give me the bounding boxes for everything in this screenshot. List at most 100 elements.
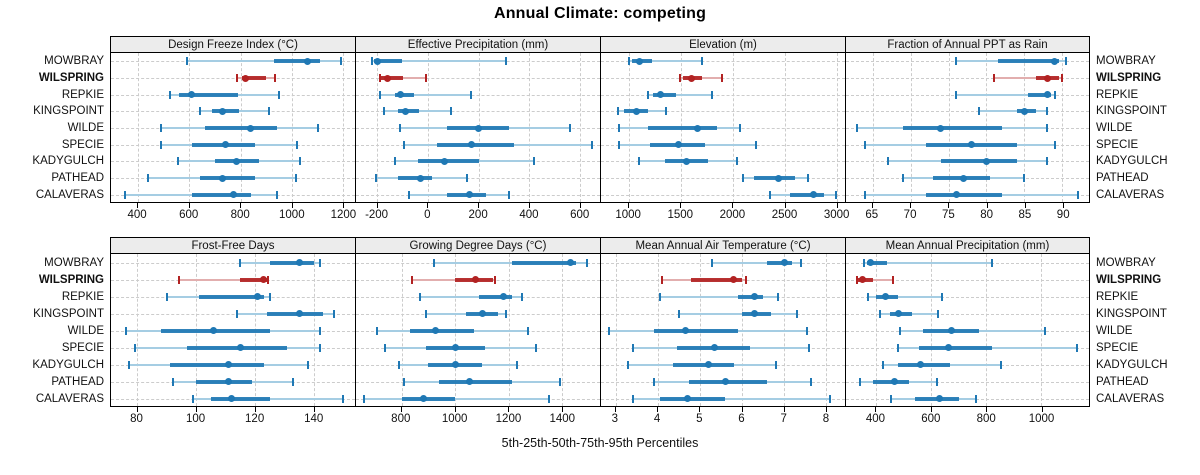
iqr-bar-25th-75th: [204, 126, 277, 130]
median-dot: [373, 57, 381, 65]
whisker-cap: [745, 275, 748, 284]
whisker-5th-95th: [380, 93, 472, 96]
median-dot: [960, 174, 968, 182]
whisker-cap: [711, 90, 714, 99]
whisker-cap: [993, 74, 996, 82]
iqr-bar-25th-75th: [417, 159, 479, 164]
whisker-cap: [863, 140, 866, 149]
median-dot: [228, 395, 236, 402]
median-dot: [247, 124, 255, 132]
iqr-bar-25th-75th: [753, 176, 796, 180]
whisker-cap: [834, 190, 837, 199]
panel-strip: Fraction of Annual PPT as Rain: [845, 36, 1090, 53]
whisker-cap: [384, 343, 387, 352]
iqr-bar-25th-75th: [240, 277, 267, 282]
site-label-right: MOWBRAY: [1096, 256, 1156, 269]
x-axis-tick: [1024, 203, 1026, 208]
median-dot: [254, 293, 262, 300]
x-axis-tick-label: 2000: [719, 209, 746, 221]
gridline-horizontal: [111, 262, 355, 264]
x-axis-tick-label: 1000: [279, 209, 305, 221]
whisker-cap: [133, 343, 136, 352]
whisker-cap: [774, 360, 777, 369]
whisker-cap: [424, 309, 427, 318]
whisker-cap: [646, 90, 649, 99]
whisker-cap: [1046, 157, 1049, 166]
whisker-cap: [268, 292, 271, 301]
iqr-bar-25th-75th: [266, 311, 323, 316]
x-axis-tick: [784, 203, 786, 208]
whisker-5th-95th: [994, 77, 1063, 79]
whisker-cap: [470, 90, 473, 99]
iqr-bar-25th-75th: [409, 328, 474, 333]
whisker-cap: [616, 107, 619, 116]
site-label-right: WILDE: [1096, 324, 1133, 337]
site-label-left: PATHEAD: [51, 375, 104, 388]
x-axis-tick-label: 140: [304, 413, 324, 425]
whisker-cap: [432, 258, 435, 267]
gridline-horizontal: [356, 94, 600, 96]
x-axis-tick-label: 8: [822, 413, 830, 425]
whisker-cap: [829, 394, 832, 403]
x-axis-tick-label: 80: [980, 209, 994, 221]
iqr-bar-25th-75th: [479, 294, 512, 299]
iqr-bar-25th-75th: [767, 260, 793, 265]
x-axis-tick-label: 70: [903, 209, 917, 221]
whisker-cap: [1000, 360, 1003, 369]
x-axis-tick: [240, 203, 242, 208]
panel-body: [600, 254, 846, 407]
gridline-vertical: [1062, 53, 1064, 202]
median-dot: [431, 327, 439, 334]
whisker-5th-95th: [712, 261, 801, 264]
whisker-cap: [941, 292, 944, 301]
gridline-horizontal: [601, 178, 845, 179]
whisker-cap: [292, 377, 295, 386]
median-dot: [466, 378, 474, 385]
whisker-cap: [890, 394, 893, 403]
x-axis-tick: [313, 407, 315, 412]
whisker-cap: [339, 57, 342, 66]
iqr-bar-25th-75th: [902, 126, 1002, 130]
iqr-bar-25th-75th: [199, 176, 255, 180]
whisker-cap: [379, 74, 382, 82]
gridline-vertical: [784, 53, 786, 202]
gridline-horizontal: [601, 194, 845, 196]
whisker-cap: [375, 174, 378, 182]
panel-title: Mean Annual Air Temperature (°C): [635, 239, 811, 252]
whisker-cap: [935, 377, 938, 386]
iqr-bar-25th-75th: [395, 92, 415, 97]
whisker-5th-95th: [867, 295, 943, 298]
site-label-right: KADYGULCH: [1096, 155, 1168, 168]
median-dot: [858, 276, 866, 283]
whisker-cap: [507, 190, 510, 199]
median-dot: [475, 124, 483, 132]
median-dot: [704, 361, 712, 368]
median-dot: [471, 276, 479, 283]
whisker-cap: [558, 377, 561, 386]
x-axis-tick: [427, 203, 429, 208]
iqr-bar-25th-75th: [511, 260, 576, 265]
iqr-bar-25th-75th: [269, 260, 314, 265]
median-dot: [219, 107, 227, 115]
whisker-cap: [1053, 140, 1056, 149]
x-axis-tick: [195, 407, 197, 412]
site-label-left: KINGSPOINT: [33, 105, 104, 118]
median-dot: [466, 191, 474, 199]
iqr-bar-25th-75th: [898, 362, 951, 367]
median-dot: [694, 124, 702, 132]
whisker-cap: [628, 57, 631, 66]
median-dot: [948, 327, 956, 334]
x-axis-tick: [343, 203, 345, 208]
panel-body: [355, 254, 601, 407]
whisker-5th-95th: [433, 261, 587, 264]
whisker-cap: [891, 275, 894, 284]
iqr-bar-25th-75th: [672, 362, 734, 367]
x-axis-tick: [930, 407, 932, 412]
whisker-5th-95th: [372, 60, 507, 63]
median-dot: [567, 259, 574, 266]
whisker-5th-95th: [632, 397, 831, 400]
iqr-bar-25th-75th: [691, 277, 742, 282]
site-label-right: MOWBRAY: [1096, 55, 1156, 68]
site-label-right: REPKIE: [1096, 290, 1139, 303]
iqr-bar-25th-75th: [397, 176, 432, 180]
